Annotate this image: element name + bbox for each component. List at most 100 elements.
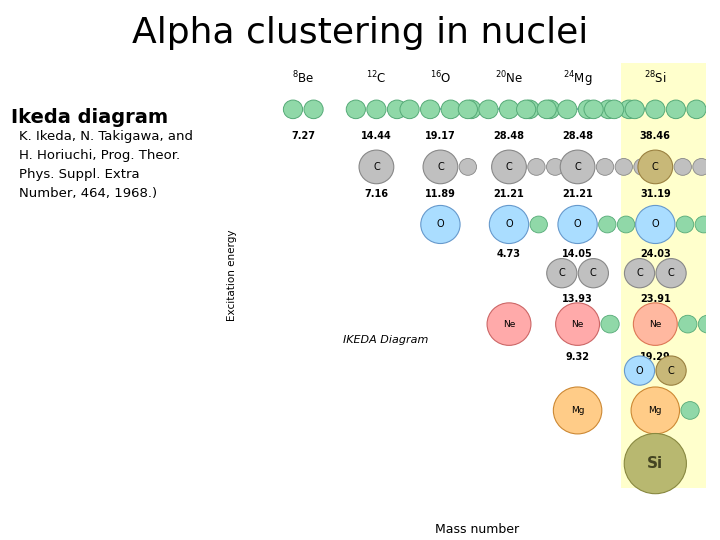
Circle shape [578,100,598,119]
Circle shape [624,259,654,288]
Circle shape [636,205,675,244]
Circle shape [459,159,477,176]
Circle shape [546,259,577,288]
Circle shape [619,100,639,119]
Text: 19.17: 19.17 [425,131,456,140]
Circle shape [711,159,720,176]
Circle shape [646,100,665,119]
Circle shape [605,100,624,119]
Circle shape [625,100,644,119]
Circle shape [584,100,603,119]
Text: 9.78: 9.78 [643,441,667,450]
Circle shape [366,100,386,119]
Circle shape [400,100,419,119]
Circle shape [304,100,323,119]
Circle shape [698,315,716,333]
Text: Si: Si [647,456,663,471]
Circle shape [687,100,706,119]
Text: 38.46: 38.46 [640,131,671,140]
Circle shape [284,100,302,119]
Text: Alpha clustering in nuclei: Alpha clustering in nuclei [132,16,588,50]
Text: 19.29: 19.29 [640,352,671,362]
Circle shape [708,100,720,119]
Text: Ikeda diagram: Ikeda diagram [11,108,168,127]
Circle shape [530,216,547,233]
Text: 24.03: 24.03 [640,249,671,259]
Text: $^{24}$Mg: $^{24}$Mg [563,70,593,89]
Text: 14.44: 14.44 [361,131,392,140]
Circle shape [500,100,518,119]
Circle shape [423,150,458,184]
Circle shape [596,159,613,176]
Circle shape [516,100,536,119]
Circle shape [490,205,528,244]
Circle shape [554,387,602,434]
Text: 4.73: 4.73 [497,249,521,259]
Text: 28.48: 28.48 [562,131,593,140]
Text: Mass number: Mass number [435,523,519,536]
Text: IKEDA Diagram: IKEDA Diagram [343,335,428,345]
Text: 16.75: 16.75 [640,392,671,401]
Circle shape [674,159,691,176]
Text: $^{28}$Si: $^{28}$Si [644,70,667,86]
Circle shape [346,100,366,119]
Text: 14.05: 14.05 [562,249,593,259]
Circle shape [528,159,545,176]
Text: C: C [636,268,643,278]
Text: 7.27: 7.27 [292,131,315,140]
Circle shape [541,100,559,119]
Text: C: C [667,268,675,278]
Text: C: C [590,268,597,278]
Circle shape [624,356,654,385]
Text: 28.48: 28.48 [493,131,524,140]
Circle shape [631,387,680,434]
Text: Ne: Ne [572,320,584,329]
Circle shape [479,100,498,119]
Circle shape [420,100,440,119]
Text: K. Ikeda, N. Takigawa, and
H. Horiuchi, Prog. Theor.
Phys. Suppl. Extra
Number, : K. Ikeda, N. Takigawa, and H. Horiuchi, … [19,130,193,199]
Text: $^{8}$Be: $^{8}$Be [292,70,315,86]
Text: 9.32: 9.32 [566,352,590,362]
Circle shape [420,205,460,244]
Text: Mg: Mg [649,406,662,415]
Text: Ne: Ne [503,320,516,329]
Text: C: C [652,162,659,172]
Text: C: C [575,162,581,172]
Circle shape [441,100,460,119]
Circle shape [714,216,720,233]
Circle shape [556,303,600,346]
Text: Excitation energy: Excitation energy [228,230,238,321]
Text: 23.91: 23.91 [640,294,671,304]
Text: Mg: Mg [571,406,585,415]
Circle shape [599,100,618,119]
Text: 11.89: 11.89 [425,189,456,199]
Circle shape [693,159,710,176]
Circle shape [601,315,619,333]
Circle shape [458,100,477,119]
Text: 13.93: 13.93 [562,294,593,304]
Text: C: C [437,162,444,172]
Text: $^{20}$Ne: $^{20}$Ne [495,70,523,86]
Circle shape [681,402,699,419]
Circle shape [537,100,557,119]
Circle shape [598,216,616,233]
Circle shape [492,150,526,184]
Circle shape [387,100,407,119]
Circle shape [624,434,686,494]
Text: O: O [652,219,659,230]
Text: C: C [667,366,675,376]
Circle shape [666,100,685,119]
Text: 21.21: 21.21 [562,189,593,199]
Text: C: C [505,162,513,172]
Text: 31.19: 31.19 [640,189,671,199]
Bar [621,63,706,488]
Text: 21.21: 21.21 [494,189,524,199]
Circle shape [560,150,595,184]
Circle shape [558,100,577,119]
Text: O: O [436,219,444,230]
Circle shape [695,216,713,233]
Circle shape [634,303,678,346]
Text: C: C [559,268,565,278]
Circle shape [359,150,394,184]
Text: $^{16}$O: $^{16}$O [430,70,451,86]
